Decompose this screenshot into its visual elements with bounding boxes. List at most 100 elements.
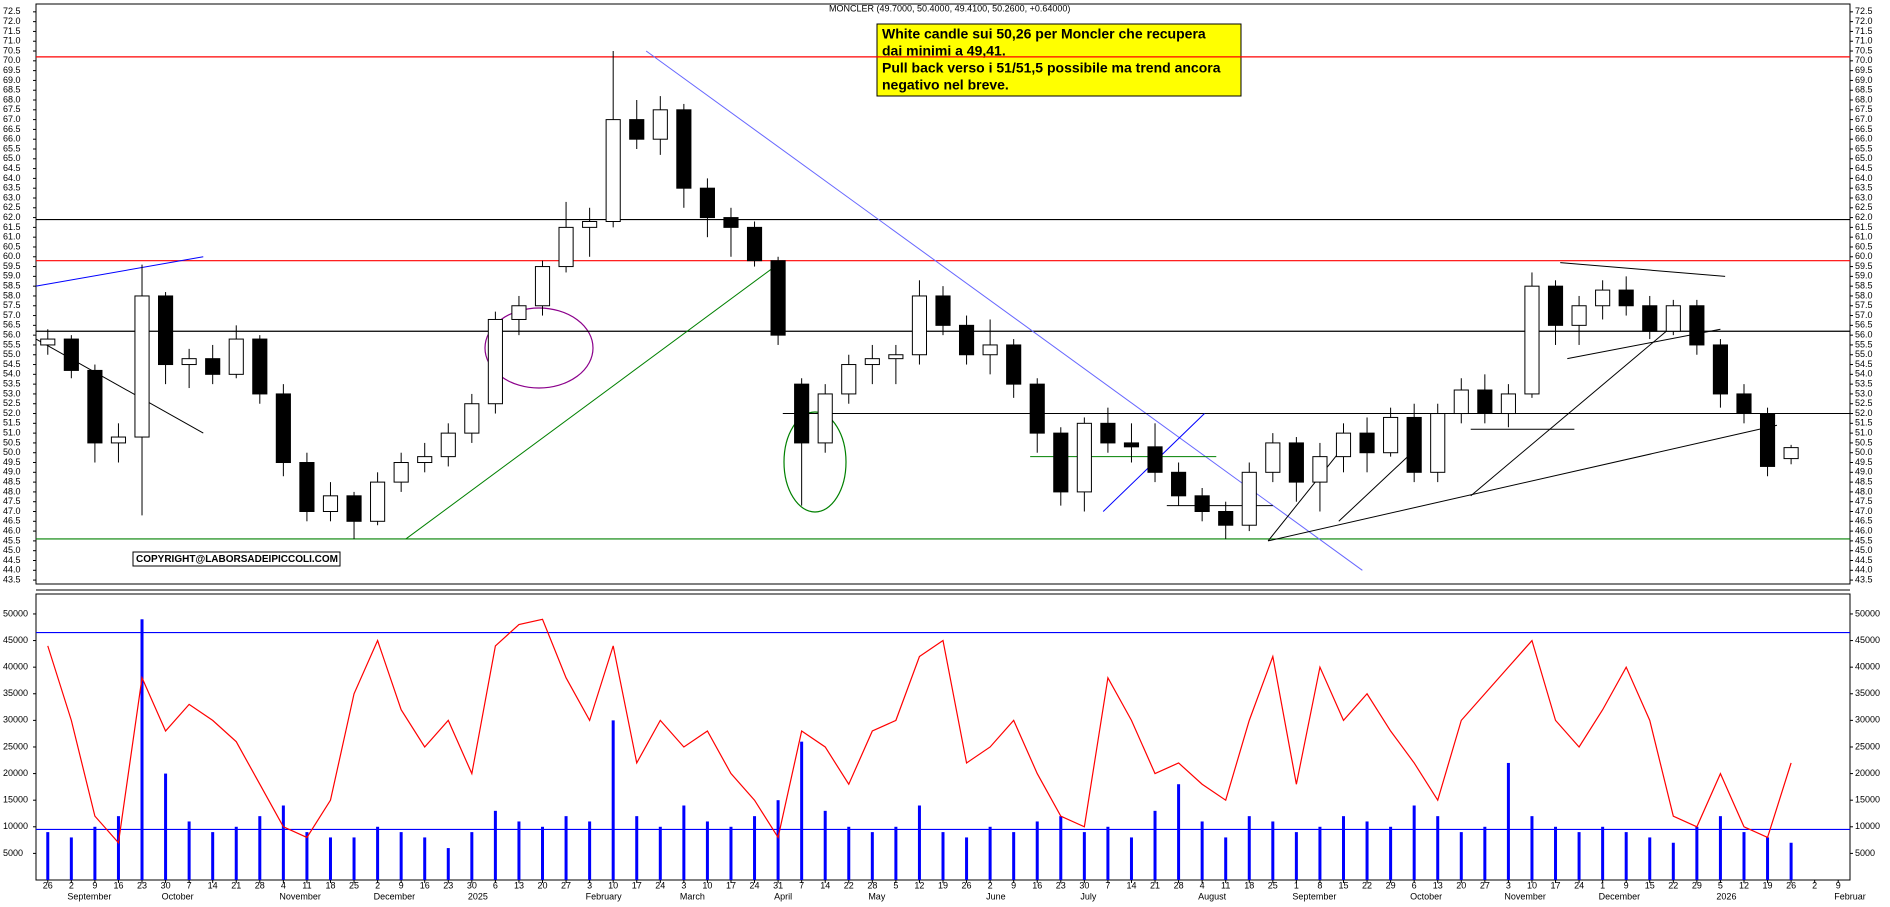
y-tick-label-right: 56.5: [1855, 320, 1873, 330]
volume-bar: [1506, 762, 1510, 880]
candle-body: [440, 432, 456, 458]
volume-bar: [258, 816, 262, 880]
copyright-box: [132, 551, 341, 567]
month-label: 2025: [468, 891, 488, 901]
volume-bar: [281, 805, 285, 880]
candle-body: [1265, 442, 1281, 473]
volume-bar: [1648, 837, 1652, 880]
month-label: August: [1198, 891, 1227, 901]
volume-bar: [941, 832, 945, 880]
y-tick-label-right: 53.0: [1855, 388, 1873, 398]
x-tick-label: 2: [988, 880, 993, 890]
x-tick-label: 16: [1032, 880, 1042, 890]
x-tick-label: 30: [467, 880, 477, 890]
y-tick-label-right: 52.5: [1855, 398, 1873, 408]
candle-body: [746, 226, 763, 262]
x-tick-label: 6: [493, 880, 498, 890]
volume-bar: [352, 837, 356, 880]
y-tick-label-right: 45000: [1855, 635, 1880, 645]
y-tick-label-right: 68.0: [1855, 94, 1873, 104]
y-tick-label: 48.0: [3, 486, 21, 496]
y-tick-label-right: 52.0: [1855, 408, 1873, 418]
candle-body: [888, 354, 904, 360]
y-tick-label-right: 43.5: [1855, 574, 1873, 584]
candle-body: [558, 226, 574, 268]
y-tick-label-right: 55.0: [1855, 349, 1873, 359]
y-tick-label-right: 61.0: [1855, 232, 1873, 242]
candle-body: [87, 369, 103, 444]
y-tick-label: 72.5: [3, 6, 21, 16]
candle-body: [205, 358, 221, 375]
y-tick-label: 55.5: [3, 339, 21, 349]
candle-body: [134, 295, 150, 438]
y-tick-label-right: 63.0: [1855, 192, 1873, 202]
candle-body: [629, 119, 645, 140]
y-tick-label: 60.5: [3, 241, 21, 251]
volume-bar: [328, 837, 332, 880]
x-tick-label: 4: [281, 880, 286, 890]
candle-body: [110, 436, 127, 444]
x-tick-label: 3: [681, 880, 686, 890]
month-label: December: [1599, 891, 1641, 901]
y-tick-label-right: 47.0: [1855, 506, 1873, 516]
y-tick-label-right: 64.0: [1855, 173, 1873, 183]
volume-bar: [1695, 826, 1699, 880]
candle-body: [299, 462, 315, 513]
candle-body: [935, 295, 951, 326]
y-tick-label-right: 65.0: [1855, 153, 1873, 163]
y-tick-label: 45.5: [3, 535, 21, 545]
x-tick-label: 29: [1386, 880, 1396, 890]
candle-body: [40, 338, 56, 346]
candle-body: [1712, 344, 1728, 395]
candle-body: [1383, 416, 1399, 454]
x-tick-label: 28: [1174, 880, 1184, 890]
y-tick-label: 58.0: [3, 290, 21, 300]
y-tick-label-right: 10000: [1855, 821, 1880, 831]
x-tick-label: 20: [1456, 880, 1466, 890]
x-tick-label: 26: [43, 880, 53, 890]
volume-bar: [1365, 821, 1369, 880]
y-tick-label-right: 5000: [1855, 848, 1875, 858]
y-tick-label-right: 44.5: [1855, 555, 1873, 565]
y-tick-label: 15000: [3, 795, 28, 805]
month-label: July: [1080, 891, 1097, 901]
candle-body: [393, 462, 409, 483]
candle-body: [1312, 456, 1328, 483]
y-tick-label-right: 46.5: [1855, 516, 1873, 526]
y-tick-label-right: 58.0: [1855, 290, 1873, 300]
y-tick-label: 35000: [3, 688, 28, 698]
volume-bar: [399, 832, 403, 880]
month-label: December: [374, 891, 416, 901]
month-label: September: [1292, 891, 1336, 901]
y-tick-label: 71.5: [3, 26, 21, 36]
x-tick-label: 8: [1317, 880, 1322, 890]
y-tick-label-right: 72.5: [1855, 6, 1873, 16]
y-tick-label-right: 66.0: [1855, 134, 1873, 144]
y-tick-label-right: 50.5: [1855, 437, 1873, 447]
y-tick-label-right: 68.5: [1855, 85, 1873, 95]
y-tick-label: 51.0: [3, 427, 21, 437]
volume-bar: [187, 821, 191, 880]
y-tick-label-right: 65.5: [1855, 143, 1873, 153]
candle-body: [1194, 495, 1210, 512]
y-tick-label: 25000: [3, 741, 28, 751]
y-tick-label: 60.0: [3, 251, 21, 261]
x-tick-label: 16: [420, 880, 430, 890]
candle-body: [1759, 413, 1776, 467]
x-tick-label: 14: [1126, 880, 1136, 890]
volume-bar: [541, 826, 545, 880]
y-tick-label: 53.0: [3, 388, 21, 398]
candle-body: [1076, 422, 1092, 493]
x-tick-label: 17: [632, 880, 642, 890]
volume-bar: [1577, 832, 1581, 880]
y-tick-label: 50.0: [3, 447, 21, 457]
annotation-box: [876, 23, 1242, 97]
y-tick-label-right: 45.5: [1855, 535, 1873, 545]
month-label: February: [586, 891, 623, 901]
x-tick-label: 24: [750, 880, 760, 890]
x-tick-label: 12: [1739, 880, 1749, 890]
volume-bar: [1153, 810, 1157, 880]
x-tick-label: 9: [1011, 880, 1016, 890]
x-tick-label: 6: [1412, 880, 1417, 890]
y-tick-label: 67.0: [3, 114, 21, 124]
